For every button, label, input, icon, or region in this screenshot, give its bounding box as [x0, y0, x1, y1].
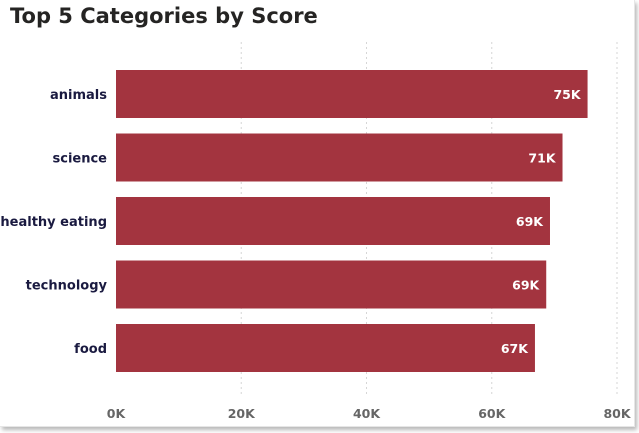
x-axis-ticks: 0K 20K 40K 60K 80K [107, 406, 632, 421]
chart-card: Top 5 Categories by Score animals science… [0, 0, 635, 427]
value-label: 75K [553, 87, 581, 102]
category-labels: animals science healthy eating technology fo… [0, 88, 107, 357]
chart-title: Top 5 Categories by Score [10, 4, 318, 28]
category-label: technology [26, 279, 108, 294]
x-tick-label: 80K [603, 406, 631, 421]
bar[interactable] [116, 197, 550, 245]
category-label: science [53, 152, 108, 167]
value-label: 69K [512, 278, 540, 293]
x-tick-label: 20K [228, 406, 256, 421]
bar[interactable] [116, 133, 563, 182]
bars [116, 70, 588, 372]
value-label: 67K [501, 341, 529, 356]
x-tick-label: 40K [353, 406, 381, 421]
bar-chart: animals science healthy eating technology fo… [0, 42, 632, 421]
value-label: 69K [516, 214, 544, 229]
x-tick-label: 0K [107, 406, 127, 421]
bar[interactable] [116, 324, 535, 372]
category-label: animals [50, 88, 107, 103]
value-labels: 75K 71K 69K 69K 67K [501, 87, 582, 356]
x-tick-label: 60K [478, 406, 506, 421]
value-label: 71K [528, 151, 556, 166]
category-label: food [74, 342, 107, 357]
bar[interactable] [116, 260, 547, 309]
bar[interactable] [116, 70, 588, 118]
category-label: healthy eating [0, 215, 107, 230]
